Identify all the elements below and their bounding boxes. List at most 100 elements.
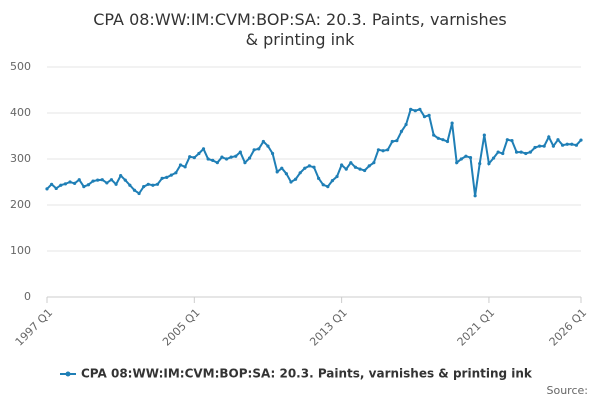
x-tick-label: 1997 Q1: [13, 306, 56, 349]
data-point: [307, 164, 311, 168]
data-point: [77, 178, 81, 182]
data-point: [165, 175, 169, 179]
data-point: [59, 183, 63, 187]
data-point: [381, 149, 385, 153]
data-point: [220, 155, 224, 159]
data-point: [464, 154, 468, 158]
data-point: [63, 182, 68, 186]
data-point: [100, 178, 104, 182]
data-point: [367, 164, 371, 168]
data-point: [427, 113, 431, 117]
data-point: [146, 182, 150, 186]
data-point: [482, 133, 486, 137]
data-point: [211, 158, 215, 162]
data-point: [303, 166, 307, 170]
data-point: [496, 150, 500, 154]
legend-label: CPA 08:WW:IM:CVM:BOP:SA: 20.3. Paints, v…: [81, 367, 533, 381]
data-point: [363, 168, 367, 173]
data-point: [473, 194, 477, 198]
data-point: [183, 165, 187, 169]
data-point: [560, 143, 565, 147]
data-point: [238, 150, 242, 154]
data-point: [335, 174, 339, 179]
data-point: [344, 167, 348, 171]
data-point: [386, 148, 390, 152]
source: Source:: [547, 384, 589, 397]
data-point: [174, 171, 178, 175]
data-point: [514, 150, 519, 154]
data-point: [270, 151, 275, 156]
data-point: [432, 133, 436, 137]
data-point: [188, 155, 192, 159]
data-point: [317, 176, 321, 180]
data-point: [224, 157, 229, 161]
data-point: [537, 144, 542, 148]
y-tick-label: 200: [10, 198, 31, 211]
data-point: [247, 156, 252, 160]
data-point: [418, 107, 422, 111]
data-point: [455, 161, 459, 165]
data-point: [395, 139, 399, 143]
data-point: [326, 185, 330, 189]
data-point: [73, 181, 77, 185]
data-point: [390, 139, 394, 144]
data-point: [178, 163, 183, 167]
data-line: [46, 108, 582, 196]
y-tick-label: 100: [10, 244, 31, 257]
data-point: [257, 147, 261, 151]
data-point: [312, 165, 316, 169]
data-point: [128, 183, 132, 187]
data-point: [556, 138, 560, 142]
data-point: [547, 135, 551, 139]
data-point: [68, 180, 72, 184]
data-point: [105, 181, 109, 185]
x-tick-label: 2005 Q1: [160, 306, 203, 349]
data-point: [399, 129, 404, 133]
data-point: [404, 122, 408, 127]
data-point: [82, 185, 86, 189]
data-point: [450, 121, 454, 125]
data-point: [151, 183, 155, 187]
data-point: [261, 139, 265, 144]
data-point: [206, 157, 210, 161]
data-point: [321, 183, 325, 187]
data-point: [192, 156, 196, 160]
data-point: [376, 148, 381, 152]
data-point: [533, 145, 537, 150]
data-point: [579, 138, 583, 142]
data-point: [574, 143, 578, 147]
data-point: [229, 155, 233, 159]
x-tick-label: 2013 Q1: [307, 306, 350, 349]
y-tick-label: 500: [10, 60, 31, 73]
data-point: [524, 151, 528, 156]
data-point: [137, 191, 141, 196]
data-point: [45, 187, 49, 191]
data-point: [349, 161, 353, 165]
data-point: [119, 173, 123, 178]
data-point: [487, 162, 491, 166]
data-point: [478, 162, 482, 166]
data-point: [275, 170, 279, 174]
data-point: [505, 138, 509, 142]
data-point: [114, 182, 118, 186]
y-tick-label: 0: [24, 290, 31, 303]
data-point: [491, 156, 496, 160]
data-point: [510, 139, 514, 143]
data-point: [252, 148, 256, 152]
data-point: [293, 177, 298, 181]
data-point: [372, 161, 376, 165]
data-point: [86, 183, 91, 187]
data-point: [201, 147, 206, 151]
data-point: [501, 151, 505, 156]
data-point: [436, 136, 440, 140]
data-point: [197, 151, 201, 156]
data-point: [542, 144, 546, 148]
data-point: [468, 156, 473, 160]
data-point: [519, 150, 523, 154]
data-point: [96, 178, 100, 182]
x-tick-label: 2021 Q1: [455, 306, 498, 349]
data-point: [132, 188, 137, 192]
data-point: [234, 154, 238, 158]
data-point: [284, 172, 288, 176]
data-point: [243, 161, 247, 165]
